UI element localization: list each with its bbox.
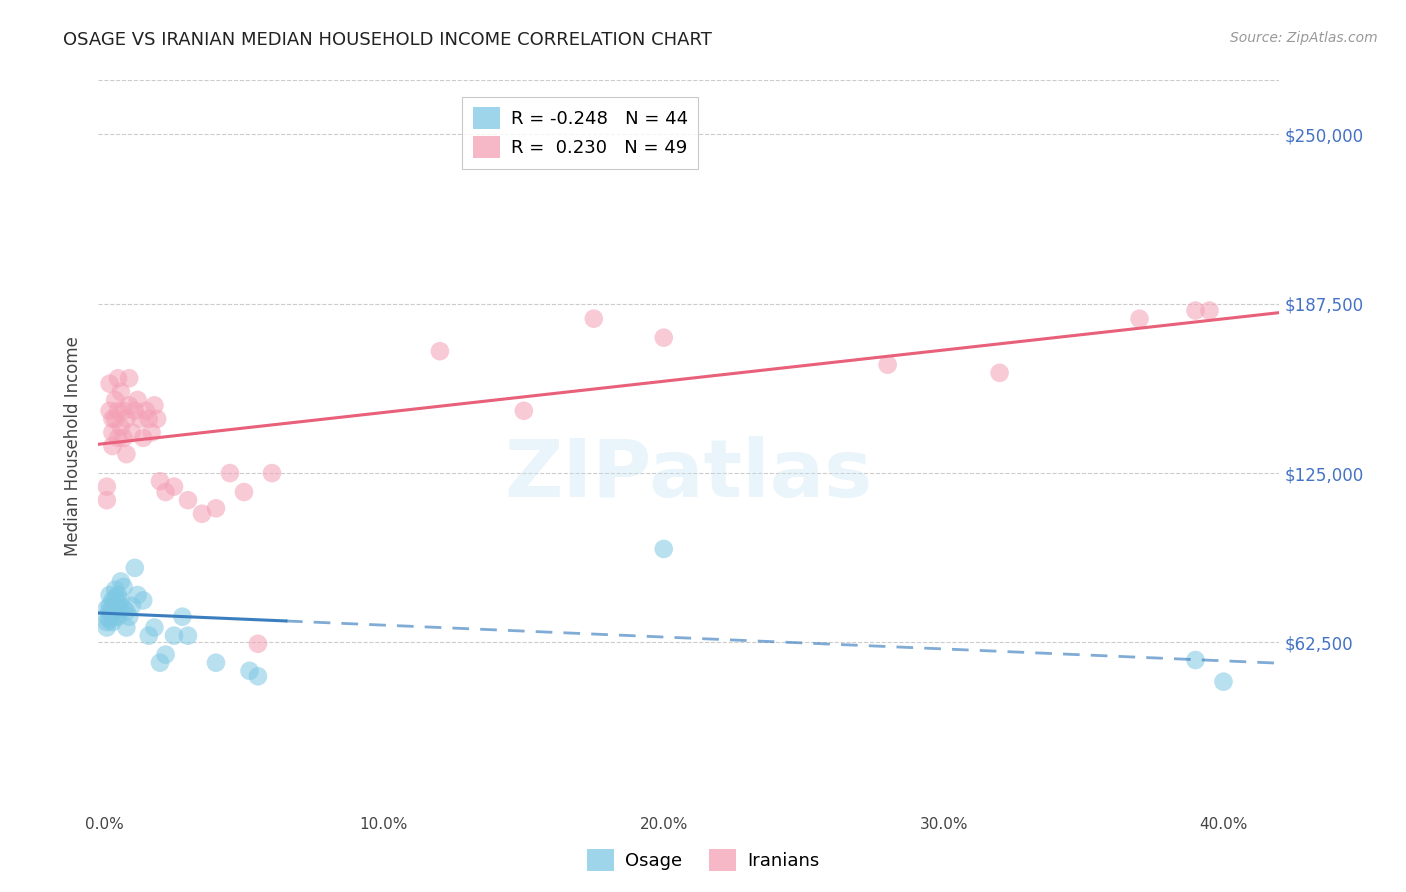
Point [191, 507, 214, 521]
Point [1184, 653, 1206, 667]
Point [101, 439, 124, 453]
Point [513, 404, 536, 418]
Point [129, 412, 152, 426]
Point [107, 596, 129, 610]
Point [177, 629, 200, 643]
Point [98, 404, 121, 418]
Point [1128, 311, 1150, 326]
Point [177, 493, 200, 508]
Point [988, 366, 1011, 380]
Point [172, 609, 194, 624]
Point [96, 601, 118, 615]
Point [96, 493, 118, 508]
Point [127, 392, 149, 407]
Point [107, 588, 129, 602]
Point [101, 593, 124, 607]
Point [118, 609, 141, 624]
Point [112, 431, 135, 445]
Point [104, 582, 127, 597]
Point [107, 609, 129, 624]
Point [143, 398, 166, 412]
Point [143, 620, 166, 634]
Point [138, 629, 160, 643]
Point [110, 384, 132, 399]
Point [652, 541, 675, 556]
Point [96, 609, 118, 624]
Point [112, 580, 135, 594]
Point [246, 637, 269, 651]
Point [233, 485, 256, 500]
Point [1212, 674, 1234, 689]
Point [219, 466, 242, 480]
Point [110, 574, 132, 589]
Point [118, 371, 141, 385]
Point [124, 404, 146, 418]
Point [104, 591, 127, 605]
Point [135, 404, 157, 418]
Point [101, 412, 124, 426]
Point [104, 599, 127, 613]
Legend: Osage, Iranians: Osage, Iranians [579, 842, 827, 879]
Point [124, 561, 146, 575]
Point [163, 480, 186, 494]
Point [104, 412, 127, 426]
Point [107, 404, 129, 418]
Point [876, 358, 898, 372]
Point [121, 599, 143, 613]
Point [115, 412, 138, 426]
Point [98, 599, 121, 613]
Point [149, 656, 172, 670]
Point [104, 609, 127, 624]
Point [205, 501, 228, 516]
Point [155, 648, 177, 662]
Point [110, 593, 132, 607]
Point [138, 412, 160, 426]
Point [115, 604, 138, 618]
Point [112, 601, 135, 615]
Point [107, 431, 129, 445]
Point [98, 604, 121, 618]
Legend: R = -0.248   N = 44, R =  0.230   N = 49: R = -0.248 N = 44, R = 0.230 N = 49 [461, 96, 699, 169]
Point [429, 344, 451, 359]
Y-axis label: Median Household Income: Median Household Income [65, 336, 83, 556]
Point [96, 620, 118, 634]
Point [260, 466, 283, 480]
Point [127, 588, 149, 602]
Point [205, 656, 228, 670]
Point [107, 601, 129, 615]
Text: OSAGE VS IRANIAN MEDIAN HOUSEHOLD INCOME CORRELATION CHART: OSAGE VS IRANIAN MEDIAN HOUSEHOLD INCOME… [63, 31, 713, 49]
Point [115, 620, 138, 634]
Point [118, 398, 141, 412]
Point [107, 371, 129, 385]
Point [98, 376, 121, 391]
Point [155, 485, 177, 500]
Point [652, 331, 675, 345]
Point [101, 601, 124, 615]
Point [104, 392, 127, 407]
Point [149, 474, 172, 488]
Point [146, 412, 169, 426]
Text: ZIPatlas: ZIPatlas [505, 436, 873, 515]
Point [110, 420, 132, 434]
Point [96, 615, 118, 629]
Point [132, 431, 155, 445]
Point [141, 425, 163, 440]
Point [115, 447, 138, 461]
Point [163, 629, 186, 643]
Point [132, 593, 155, 607]
Point [98, 588, 121, 602]
Point [1198, 303, 1220, 318]
Point [582, 311, 605, 326]
Point [96, 480, 118, 494]
Point [1184, 303, 1206, 318]
Text: Source: ZipAtlas.com: Source: ZipAtlas.com [1230, 31, 1378, 45]
Point [101, 615, 124, 629]
Point [121, 425, 143, 440]
Point [101, 425, 124, 440]
Point [101, 607, 124, 621]
Point [238, 664, 260, 678]
Point [246, 669, 269, 683]
Point [112, 404, 135, 418]
Point [98, 612, 121, 626]
